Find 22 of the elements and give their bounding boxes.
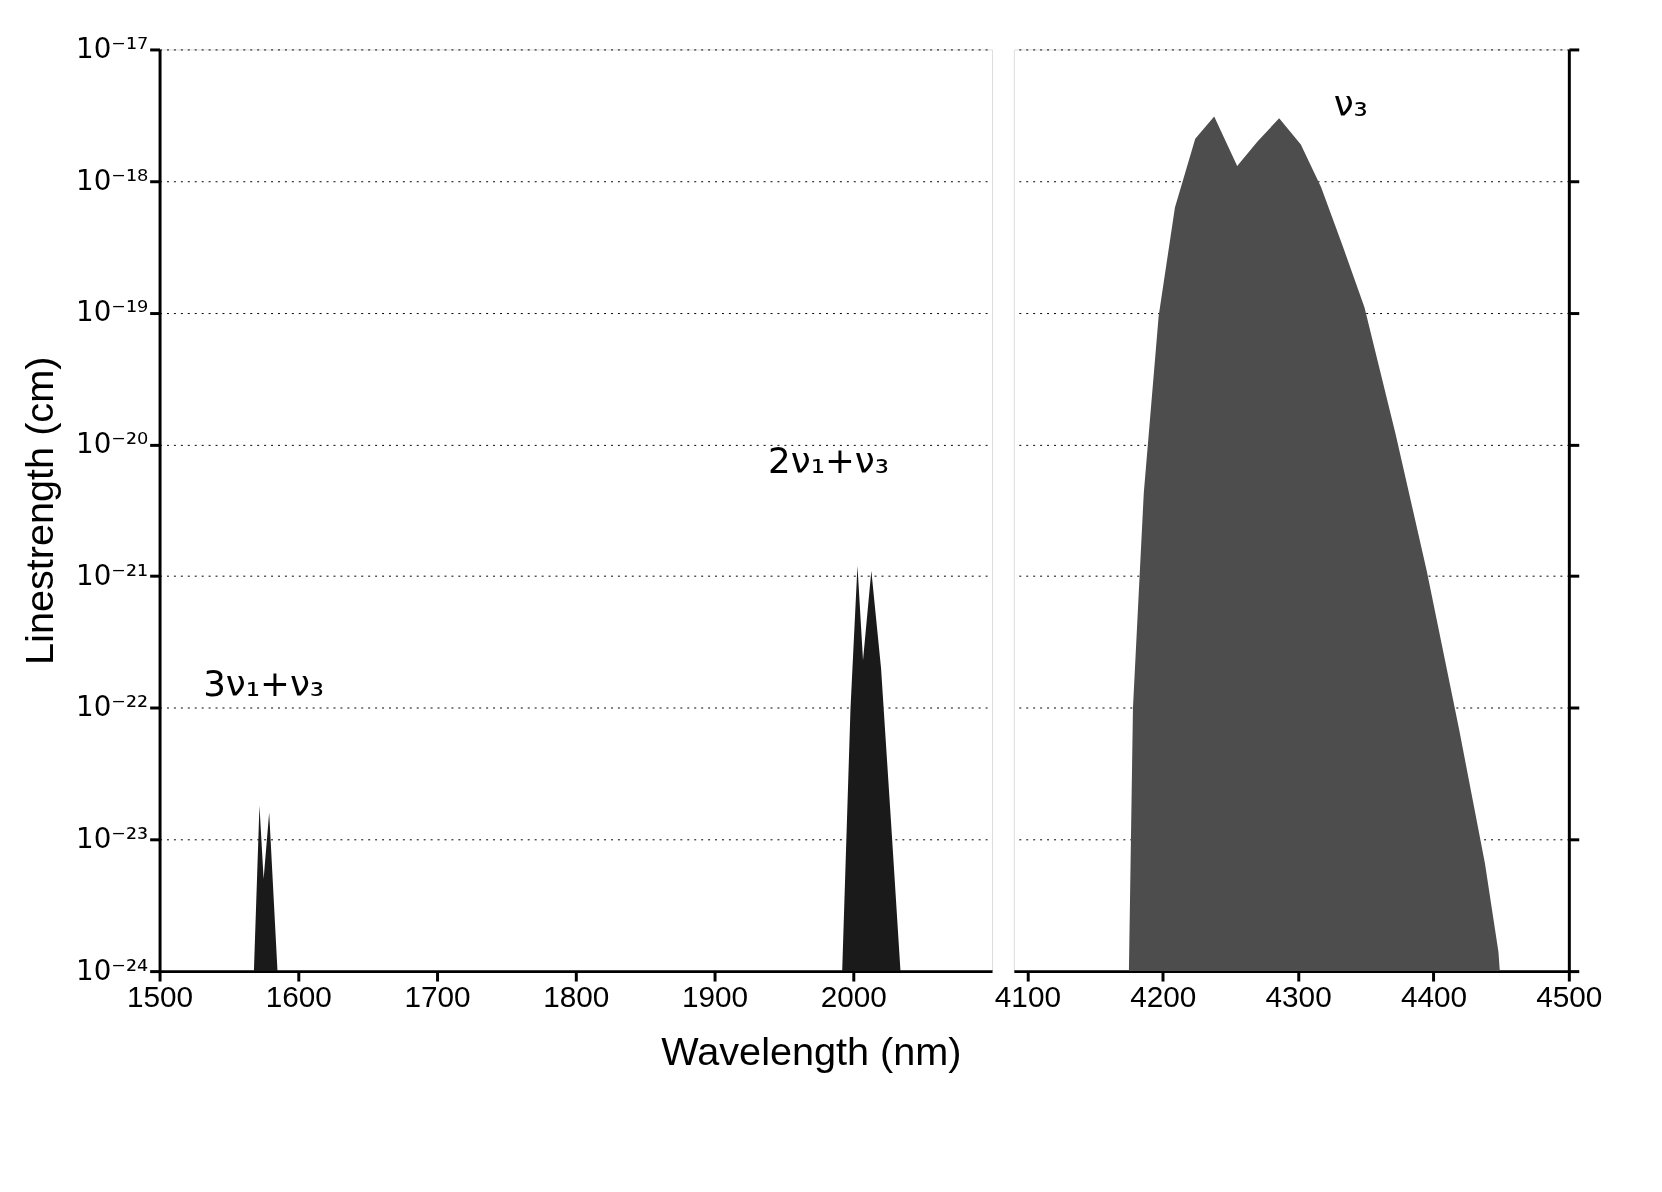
- y-tick-label: 10⁻²¹: [75, 558, 149, 592]
- x-tick-label: 4200: [1130, 980, 1197, 1014]
- x-tick-label: 1600: [265, 980, 332, 1014]
- x-tick-label: 4100: [994, 980, 1061, 1014]
- x-tick-label: 1700: [404, 980, 471, 1014]
- x-axis-title: Wavelength (nm): [661, 1028, 962, 1073]
- y-tick-label: 10⁻²³: [75, 821, 149, 855]
- annotation: 2ν₁+ν₃: [768, 439, 890, 481]
- x-tick-label: 1800: [543, 980, 610, 1014]
- y-tick-label: 10⁻¹⁷: [75, 31, 149, 65]
- annotation: 3ν₁+ν₃: [203, 662, 325, 704]
- x-tick-label: 4500: [1536, 980, 1603, 1014]
- y-tick-label: 10⁻¹⁹: [75, 295, 149, 329]
- y-tick-label: 10⁻²²: [75, 690, 149, 724]
- annotation: ν₃: [1333, 82, 1368, 124]
- y-tick-label: 10⁻²⁰: [75, 426, 149, 460]
- x-tick-label: 1900: [681, 980, 749, 1014]
- x-tick-label: 4300: [1265, 980, 1332, 1014]
- y-tick-label: 10⁻¹⁸: [75, 163, 149, 197]
- y-axis-title: Linestrength (cm): [17, 356, 62, 665]
- x-tick-label: 4400: [1400, 980, 1468, 1014]
- x-tick-label: 2000: [820, 980, 887, 1014]
